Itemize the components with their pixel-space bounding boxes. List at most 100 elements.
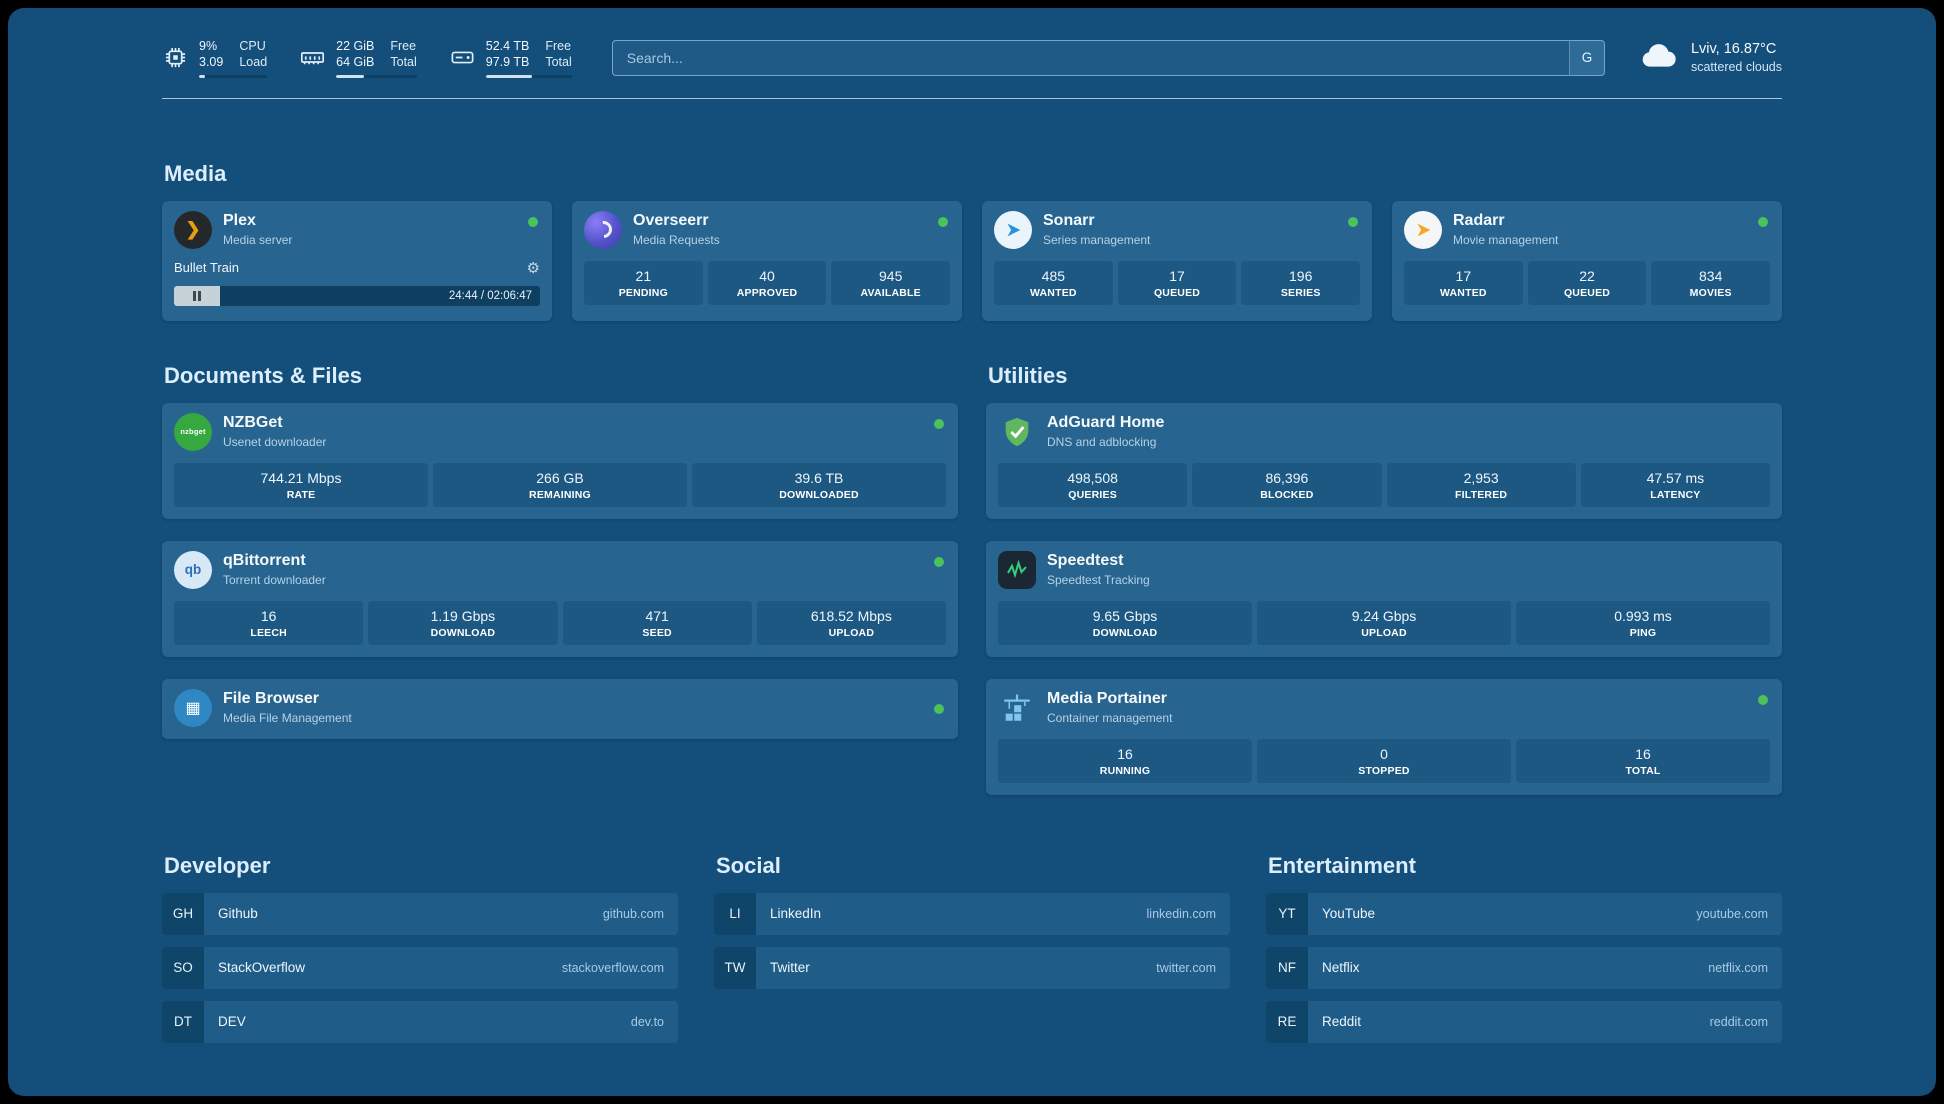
bookmark-url: stackoverflow.com (561, 960, 664, 975)
documents-section-title: Documents & Files (164, 362, 363, 388)
stat-available: 945 AVAILABLE (831, 260, 951, 305)
stat-latency: 47.57 ms LATENCY (1580, 462, 1770, 507)
bookmark-abbr: DT (162, 1000, 204, 1043)
bookmark-twitter[interactable]: TW Twitter twitter.com (714, 946, 1230, 989)
plex-icon: ❯ (174, 210, 212, 249)
status-dot (528, 216, 538, 227)
disk-free-value: 52.4 TB (485, 39, 530, 53)
stat-wanted: 17 WANTED (1404, 260, 1523, 305)
speedtest-icon (998, 550, 1036, 589)
weather-location: Lviv, 16.87°C (1690, 40, 1777, 57)
cpu-progress-bar (199, 74, 268, 78)
bookmark-abbr: LI (714, 892, 756, 935)
search-engine-button[interactable]: G (1568, 39, 1605, 76)
bookmarks-entertainment: Entertainment YT YouTube youtube.com NF … (1266, 853, 1782, 1055)
bookmark-reddit[interactable]: RE Reddit reddit.com (1266, 1000, 1782, 1043)
bookmarks-social: Social LI LinkedIn linkedin.com TW Twitt… (714, 853, 1230, 1055)
stat-approved: 40 APPROVED (707, 260, 827, 305)
search-input[interactable] (611, 39, 1569, 76)
app-name: Plex (223, 212, 256, 230)
bookmark-abbr: RE (1266, 1000, 1308, 1043)
stat-running: 16 RUNNING (998, 738, 1252, 783)
radarr-card[interactable]: Radarr Movie management 17 WANTED 22 QUEUE… (1392, 200, 1782, 321)
stat-ping: 0.993 ms PING (1516, 600, 1770, 645)
bookmark-url: reddit.com (1709, 1014, 1768, 1029)
social-section-title: Social (716, 852, 781, 878)
bookmark-name: StackOverflow (218, 960, 306, 975)
bookmark-abbr: SO (162, 946, 204, 989)
qbittorrent-card[interactable]: qb qBittorrent Torrent downloader 16 LEEC… (162, 540, 958, 657)
bookmark-name: Github (218, 906, 258, 921)
app-name: AdGuard Home (1047, 414, 1165, 432)
nzbget-card[interactable]: nzbget NZBGet Usenet downloader 744.21 M… (162, 402, 958, 519)
cpu-load-label: Load (239, 55, 268, 70)
cpu-label: CPU (239, 39, 266, 53)
app-name: File Browser (223, 690, 320, 708)
plex-card[interactable]: ❯ Plex Media server Bullet Train ⚙ 24:44… (162, 200, 552, 321)
stat-rate: 744.21 Mbps RATE (174, 462, 428, 507)
playback-progress-track[interactable]: 24:44 / 02:06:47 (220, 286, 540, 306)
cpu-metric: 9% 3.09 CPU Load (162, 38, 268, 78)
adguard-card[interactable]: AdGuard Home DNS and adblocking 498,508 Q… (986, 402, 1782, 519)
app-name: Sonarr (1043, 212, 1095, 230)
sonarr-card[interactable]: Sonarr Series management 485 WANTED 17 QUE… (982, 200, 1372, 321)
cpu-usage-value: 9% (199, 39, 218, 53)
stat-remaining: 266 GB REMAINING (433, 462, 687, 507)
portainer-card[interactable]: Media Portainer Container management 16 R… (986, 678, 1782, 795)
bookmark-name: YouTube (1322, 906, 1376, 921)
bookmark-name: Reddit (1322, 1014, 1362, 1029)
disk-metric: 52.4 TB 97.9 TB Free Total (449, 38, 572, 78)
stat-queued: 22 QUEUED (1527, 260, 1647, 305)
status-dot (934, 418, 944, 429)
bookmark-linkedin[interactable]: LI LinkedIn linkedin.com (714, 892, 1230, 935)
overseerr-card[interactable]: Overseerr Media Requests 21 PENDING 40 APP… (572, 200, 962, 321)
section-utilities: Utilities AdGuard Home DNS and adblockin… (986, 363, 1782, 795)
speedtest-card[interactable]: Speedtest Speedtest Tracking 9.65 Gbps DO… (986, 540, 1782, 657)
entertainment-section-title: Entertainment (1268, 852, 1416, 878)
now-playing-title: Bullet Train (174, 260, 240, 275)
filebrowser-card[interactable]: ▦ File Browser Media File Management (162, 678, 958, 739)
bookmark-netflix[interactable]: NF Netflix netflix.com (1266, 946, 1782, 989)
bookmark-dev[interactable]: DT DEV dev.to (162, 1000, 678, 1043)
ram-total-label: Total (390, 55, 417, 70)
app-name: Overseerr (633, 212, 709, 230)
app-name: Speedtest (1047, 552, 1124, 570)
stat-series: 196 SERIES (1241, 260, 1361, 305)
bookmarks-developer: Developer GH Github github.com SO StackO… (162, 853, 678, 1055)
bookmark-youtube[interactable]: YT YouTube youtube.com (1266, 892, 1782, 935)
status-dot (938, 216, 948, 227)
ram-total-value: 64 GiB (336, 55, 375, 70)
stat-leech: 16 LEECH (174, 600, 364, 645)
app-desc: Media Requests (633, 232, 720, 247)
stat-movies: 834 MOVIES (1651, 260, 1771, 305)
utilities-section-title: Utilities (988, 362, 1068, 388)
media-section-title: Media (164, 160, 227, 186)
disk-total-label: Total (545, 55, 572, 70)
stat-total: 16 TOTAL (1516, 738, 1770, 783)
pause-button[interactable] (174, 285, 220, 306)
ram-progress-bar (336, 74, 417, 78)
stat-downloaded: 39.6 TB DOWNLOADED (692, 462, 946, 507)
bookmark-github[interactable]: GH Github github.com (162, 892, 678, 935)
bookmark-name: Netflix (1322, 960, 1360, 975)
playback-time: 24:44 / 02:06:47 (448, 289, 532, 302)
stat-queued: 17 QUEUED (1117, 260, 1237, 305)
status-dot (1758, 694, 1768, 705)
nzbget-icon: nzbget (174, 412, 212, 451)
app-desc: Usenet downloader (223, 434, 327, 449)
app-desc: Series management (1043, 232, 1151, 247)
overseerr-icon (584, 210, 622, 249)
sonarr-icon (994, 210, 1032, 249)
dashboard-frame: 9% 3.09 CPU Load (8, 8, 1936, 1096)
bookmark-name: Twitter (770, 960, 810, 975)
ram-free-value: 22 GiB (336, 39, 375, 53)
ram-icon (299, 44, 326, 71)
weather-condition: scattered clouds (1690, 60, 1782, 75)
filebrowser-icon: ▦ (174, 688, 212, 727)
ram-free-label: Free (390, 39, 417, 53)
qbittorrent-icon: qb (174, 550, 212, 589)
status-dot (934, 703, 944, 714)
bookmark-stackoverflow[interactable]: SO StackOverflow stackoverflow.com (162, 946, 678, 989)
gear-icon[interactable]: ⚙ (526, 259, 540, 277)
pause-icon (193, 290, 201, 301)
